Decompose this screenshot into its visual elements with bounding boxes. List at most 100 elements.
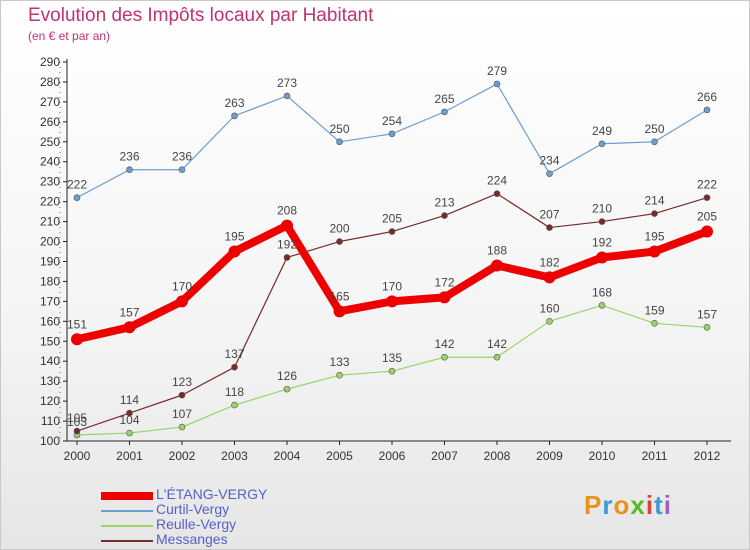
- data-label: 151: [67, 317, 87, 331]
- data-point: [703, 323, 711, 331]
- data-label: 208: [277, 204, 297, 218]
- y-tick-label: 230: [40, 175, 60, 189]
- data-label: 236: [172, 150, 192, 164]
- x-tick-label: 2000: [64, 449, 91, 463]
- y-tick-label: 130: [40, 374, 60, 388]
- data-label: 107: [172, 407, 192, 421]
- data-label: 263: [224, 96, 244, 110]
- y-tick-label: 180: [40, 274, 60, 288]
- data-point: [283, 254, 291, 261]
- logo-letter: i: [663, 490, 672, 520]
- data-labels-layer: 222 236 236 263 273 250 254 265 279 234 249 250 266 1…: [67, 64, 717, 429]
- data-label: 182: [539, 255, 559, 269]
- logo-letter: r: [602, 490, 614, 520]
- data-label: 135: [382, 351, 402, 365]
- legend-swatch: [101, 524, 153, 527]
- logo-letter: o: [613, 490, 631, 520]
- data-point: [546, 224, 553, 231]
- data-point: [648, 245, 661, 258]
- data-point: [231, 112, 238, 120]
- chart-title: Evolution des Impôts locaux par Habitant: [28, 5, 374, 26]
- data-label: 126: [277, 369, 297, 383]
- data-label: 195: [644, 230, 664, 244]
- data-label: 170: [382, 279, 402, 293]
- data-point: [388, 367, 396, 375]
- data-point: [388, 130, 396, 138]
- series-layer: [71, 80, 713, 439]
- data-label: 165: [329, 289, 349, 303]
- data-point: [336, 371, 343, 379]
- legend-swatch: [101, 509, 153, 512]
- data-label: 195: [224, 230, 244, 244]
- data-label: 142: [487, 337, 507, 351]
- legend-swatch: [101, 539, 153, 542]
- data-label: 210: [592, 202, 612, 216]
- data-point: [178, 391, 186, 399]
- x-tick-label: 2002: [169, 449, 196, 463]
- proxiti-logo: Proxiti: [584, 490, 672, 521]
- y-tick-label: 150: [40, 334, 60, 348]
- data-label: 213: [434, 196, 454, 210]
- y-tick-label: 100: [40, 434, 60, 448]
- data-label: 224: [487, 174, 507, 188]
- legend-swatch: [101, 491, 153, 500]
- data-point: [596, 251, 608, 264]
- data-label: 249: [592, 124, 612, 138]
- data-label: 157: [119, 305, 139, 319]
- y-tick-label: 110: [41, 414, 60, 428]
- data-point: [598, 218, 606, 225]
- data-point: [651, 210, 658, 217]
- data-label: 160: [539, 301, 559, 315]
- data-label: 105: [67, 411, 87, 425]
- data-label: 103: [67, 415, 87, 429]
- y-tick-label: 240: [40, 155, 60, 169]
- data-label: 236: [119, 150, 139, 164]
- data-point: [491, 259, 503, 272]
- x-tick-label: 2009: [536, 449, 563, 463]
- legend-label: Messanges: [156, 531, 228, 547]
- data-label: 273: [277, 76, 297, 90]
- x-tick-label: 2005: [326, 449, 353, 463]
- data-point: [703, 194, 711, 201]
- data-label: 254: [382, 114, 402, 128]
- series-line-1: [76, 83, 708, 199]
- logo-letter: x: [630, 490, 646, 520]
- data-label: 266: [697, 90, 717, 104]
- data-point: [441, 353, 448, 361]
- data-label: 192: [277, 237, 297, 251]
- y-tick-label: 190: [40, 254, 60, 268]
- logo-letter: P: [584, 490, 603, 520]
- data-point: [336, 138, 343, 146]
- data-point: [281, 219, 293, 232]
- legend-label: Curtil-Vergy: [156, 501, 230, 517]
- y-tick-label: 220: [40, 195, 60, 209]
- data-point: [178, 423, 186, 431]
- data-point: [228, 245, 241, 258]
- data-label: 279: [487, 64, 507, 78]
- y-tick-label: 250: [40, 135, 60, 149]
- data-point: [388, 228, 396, 235]
- data-point: [126, 429, 133, 437]
- data-label: 265: [434, 92, 454, 106]
- data-point: [386, 295, 398, 308]
- data-point: [126, 409, 133, 417]
- x-tick-label: 2001: [116, 449, 143, 463]
- x-tick-label: 2012: [694, 449, 721, 463]
- y-tick-label: 170: [40, 294, 60, 308]
- data-point: [178, 166, 186, 174]
- x-tick-label: 2007: [431, 449, 458, 463]
- data-point: [231, 363, 238, 371]
- data-point: [73, 427, 81, 435]
- data-point: [176, 295, 188, 308]
- data-point: [543, 271, 556, 284]
- logo-letter: i: [645, 490, 655, 520]
- y-tick-label: 200: [40, 235, 60, 249]
- data-point: [703, 106, 711, 114]
- x-tick-label: 2003: [221, 449, 248, 463]
- data-label: 192: [592, 235, 612, 249]
- data-label: 118: [225, 385, 244, 399]
- data-point: [651, 320, 658, 327]
- y-tick-label: 160: [40, 314, 60, 328]
- data-point: [598, 140, 606, 148]
